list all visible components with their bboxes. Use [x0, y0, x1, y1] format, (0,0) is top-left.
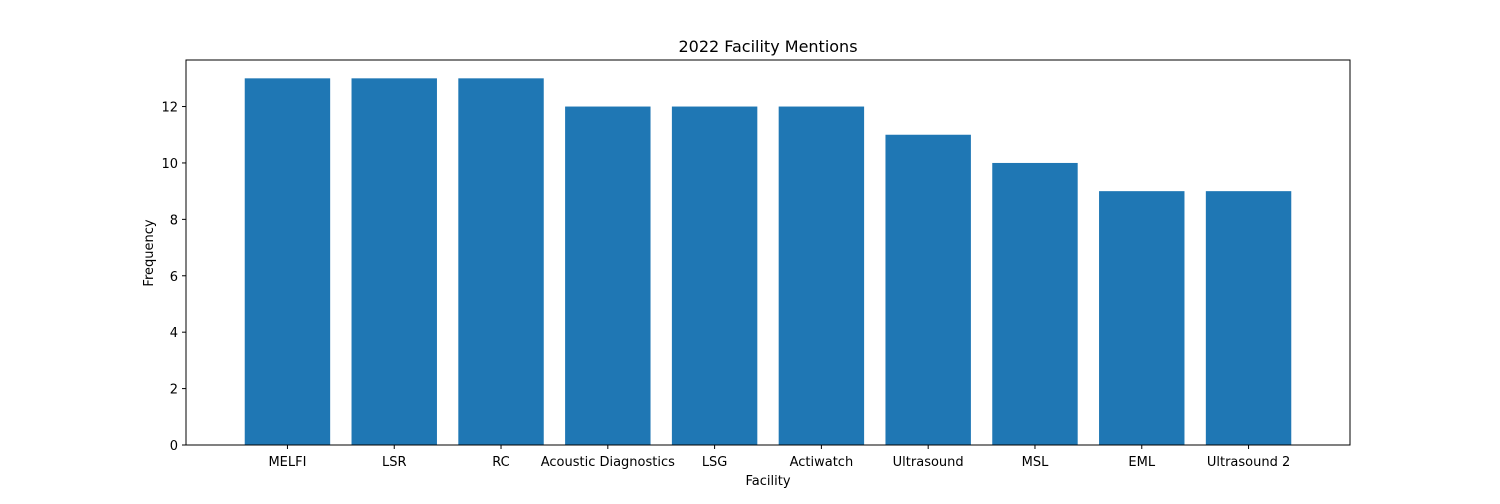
plot-frame	[185, 59, 1351, 446]
x-tick-label: Ultrasound	[893, 455, 964, 470]
y-tick-label: 4	[170, 326, 178, 341]
x-axis-ticks: MELFI LSR RC Acoustic Diagnostics LSG Actiwat…	[268, 445, 1290, 470]
bars-group	[244, 78, 1292, 446]
x-tick-label: LSG	[702, 455, 728, 470]
bar-ultrasound-2	[1205, 191, 1292, 445]
bar-msl	[992, 162, 1078, 445]
y-axis-label: Frequency	[142, 219, 157, 286]
x-tick-label: Ultrasound 2	[1207, 455, 1290, 470]
chart-title: 2022 Facility Mentions	[678, 37, 857, 56]
bar-eml	[1099, 191, 1185, 445]
y-tick-label: 10	[161, 157, 178, 172]
x-tick-label: LSR	[382, 455, 407, 470]
x-tick-label: Acoustic Diagnostics	[541, 455, 675, 470]
bar-lsr	[351, 78, 437, 445]
x-tick-label: MSL	[1022, 455, 1049, 470]
bar-actiwatch	[778, 106, 865, 446]
bar-ultrasound	[885, 134, 971, 445]
y-tick-label: 12	[161, 101, 178, 116]
bar-acoustic-diagnostics	[565, 106, 651, 446]
y-axis-ticks: 0 2 4 6 8 10 12	[161, 101, 186, 454]
bar-melfi	[244, 78, 331, 445]
y-tick-label: 2	[170, 383, 178, 398]
bar-lsg	[671, 106, 758, 446]
y-tick-label: 8	[170, 213, 178, 228]
x-tick-label: EML	[1128, 455, 1155, 470]
y-tick-label: 0	[170, 439, 178, 454]
x-axis-label: Facility	[745, 474, 790, 489]
x-tick-label: RC	[492, 455, 509, 470]
x-tick-label: MELFI	[268, 455, 306, 470]
bar-rc	[458, 78, 544, 445]
x-tick-label: Actiwatch	[790, 455, 854, 470]
y-tick-label: 6	[170, 270, 178, 285]
